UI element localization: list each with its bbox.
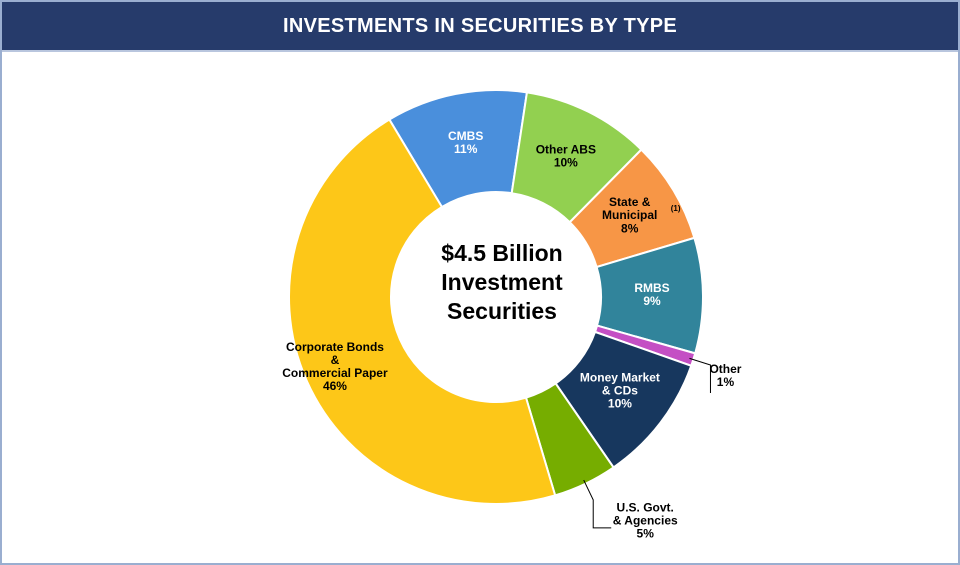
slice-label: RMBS — [634, 281, 669, 295]
value-label: 9% — [643, 294, 661, 308]
value-label: 46% — [323, 379, 347, 393]
slice-label: Other — [709, 362, 741, 376]
center-text: $4.5 Billion Investment Securities — [441, 240, 563, 324]
slice-label: U.S. Govt. & Agencies — [613, 501, 678, 528]
label-note: (1) — [671, 204, 681, 213]
leader-line — [583, 479, 612, 529]
chart-title: INVESTMENTS IN SECURITIES BY TYPE — [2, 2, 958, 52]
leader-line — [689, 357, 711, 394]
slice-label: Money Market & CDs — [580, 370, 660, 397]
value-label: 10% — [554, 156, 578, 170]
slice-label: Other ABS — [536, 143, 596, 157]
value-label: 8% — [621, 221, 639, 235]
slice-label: Corporate Bonds & Commercial Paper — [282, 340, 388, 380]
slice-label: State & Municipal — [602, 195, 657, 222]
value-label: 1% — [717, 375, 735, 389]
value-label: 10% — [608, 396, 632, 410]
donut-slice — [288, 118, 557, 506]
value-label: 5% — [637, 527, 655, 541]
slice-label: CMBS — [448, 129, 483, 143]
value-label: 11% — [454, 142, 478, 156]
